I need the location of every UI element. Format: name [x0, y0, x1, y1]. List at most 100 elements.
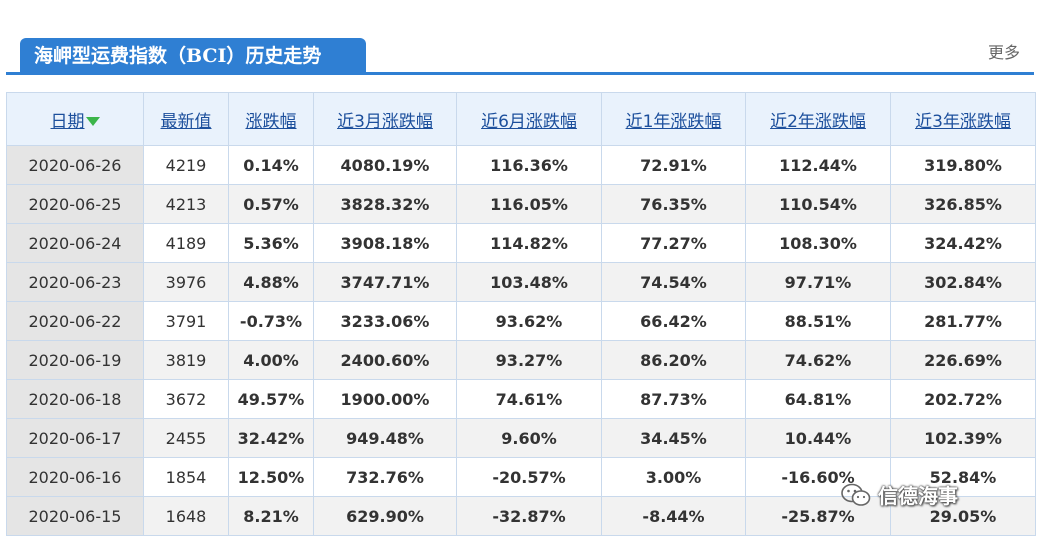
cell-latest: 3976 [143, 262, 229, 302]
cell-latest: 4213 [143, 184, 229, 224]
cell-2y: 112.44% [745, 145, 891, 185]
cell-date: 2020-06-24 [6, 223, 144, 263]
table-row: 2020-06-16 1854 12.50% 732.76% -20.57% 3… [6, 457, 1036, 497]
cell-2y: 88.51% [745, 301, 891, 341]
cell-change: 49.57% [228, 379, 314, 419]
cell-3y: 326.85% [890, 184, 1036, 224]
panel-header: 海岬型运费指数（BCI）历史走势 更多 [6, 38, 1034, 76]
cell-latest: 1854 [143, 457, 229, 497]
cell-latest: 2455 [143, 418, 229, 458]
table-row: 2020-06-19 3819 4.00% 2400.60% 93.27% 86… [6, 340, 1036, 380]
cell-1y: 34.45% [601, 418, 746, 458]
cell-6m: -20.57% [456, 457, 602, 497]
cell-3m: 3747.71% [313, 262, 457, 302]
cell-6m: 9.60% [456, 418, 602, 458]
cell-1y: 87.73% [601, 379, 746, 419]
header-change[interactable]: 涨跌幅 [228, 92, 314, 146]
cell-2y: -16.60% [745, 457, 891, 497]
sort-desc-arrow-icon[interactable] [85, 116, 100, 126]
cell-change: -0.73% [228, 301, 314, 341]
cell-change: 5.36% [228, 223, 314, 263]
table-row: 2020-06-17 2455 32.42% 949.48% 9.60% 34.… [6, 418, 1036, 458]
sort-3m-link[interactable]: 近3月涨跌幅 [337, 111, 433, 132]
header-3m[interactable]: 近3月涨跌幅 [313, 92, 457, 146]
table-header-row: 日期 最新值 涨跌幅 近3月涨跌幅 近6月涨跌幅 近1年涨跌幅 近2年涨跌幅 近… [6, 92, 1036, 146]
cell-2y: 10.44% [745, 418, 891, 458]
cell-3y: 29.05% [890, 496, 1036, 536]
cell-1y: 66.42% [601, 301, 746, 341]
cell-3m: 629.90% [313, 496, 457, 536]
cell-change: 4.88% [228, 262, 314, 302]
header-3y[interactable]: 近3年涨跌幅 [890, 92, 1036, 146]
cell-6m: 116.05% [456, 184, 602, 224]
cell-latest: 1648 [143, 496, 229, 536]
cell-3m: 4080.19% [313, 145, 457, 185]
cell-6m: 74.61% [456, 379, 602, 419]
sort-1y-link[interactable]: 近1年涨跌幅 [625, 111, 722, 132]
sort-latest-link[interactable]: 最新值 [160, 111, 212, 132]
cell-change: 0.57% [228, 184, 314, 224]
cell-6m: -32.87% [456, 496, 602, 536]
cell-6m: 93.62% [456, 301, 602, 341]
cell-date: 2020-06-17 [6, 418, 144, 458]
cell-date: 2020-06-22 [6, 301, 144, 341]
header-6m[interactable]: 近6月涨跌幅 [456, 92, 602, 146]
table-row: 2020-06-22 3791 -0.73% 3233.06% 93.62% 6… [6, 301, 1036, 341]
sort-2y-link[interactable]: 近2年涨跌幅 [770, 111, 866, 132]
table-row: 2020-06-24 4189 5.36% 3908.18% 114.82% 7… [6, 223, 1036, 263]
cell-2y: -25.87% [745, 496, 891, 536]
cell-3y: 52.84% [890, 457, 1036, 497]
cell-3y: 102.39% [890, 418, 1036, 458]
header-latest[interactable]: 最新值 [143, 92, 229, 146]
cell-3y: 202.72% [890, 379, 1036, 419]
table-row: 2020-06-23 3976 4.88% 3747.71% 103.48% 7… [6, 262, 1036, 302]
cell-change: 8.21% [228, 496, 314, 536]
cell-1y: 72.91% [601, 145, 746, 185]
cell-latest: 3672 [143, 379, 229, 419]
header-date[interactable]: 日期 [6, 92, 144, 146]
cell-1y: 77.27% [601, 223, 746, 263]
cell-3y: 226.69% [890, 340, 1036, 380]
sort-3y-link[interactable]: 近3年涨跌幅 [915, 111, 1011, 132]
cell-3y: 302.84% [890, 262, 1036, 302]
cell-6m: 116.36% [456, 145, 602, 185]
cell-change: 12.50% [228, 457, 314, 497]
cell-date: 2020-06-15 [6, 496, 144, 536]
panel-title: 海岬型运费指数（BCI）历史走势 [20, 38, 366, 74]
sort-6m-link[interactable]: 近6月涨跌幅 [481, 111, 577, 132]
bci-history-table: 日期 最新值 涨跌幅 近3月涨跌幅 近6月涨跌幅 近1年涨跌幅 近2年涨跌幅 近… [6, 92, 1036, 536]
cell-date: 2020-06-19 [6, 340, 144, 380]
cell-date: 2020-06-26 [6, 145, 144, 185]
cell-date: 2020-06-23 [6, 262, 144, 302]
cell-2y: 97.71% [745, 262, 891, 302]
cell-3m: 732.76% [313, 457, 457, 497]
cell-3m: 3828.32% [313, 184, 457, 224]
sort-change-link[interactable]: 涨跌幅 [245, 111, 297, 132]
cell-date: 2020-06-16 [6, 457, 144, 497]
header-2y[interactable]: 近2年涨跌幅 [745, 92, 891, 146]
cell-1y: 3.00% [601, 457, 746, 497]
cell-date: 2020-06-18 [6, 379, 144, 419]
cell-3m: 2400.60% [313, 340, 457, 380]
header-1y[interactable]: 近1年涨跌幅 [601, 92, 746, 146]
cell-2y: 74.62% [745, 340, 891, 380]
table-row: 2020-06-26 4219 0.14% 4080.19% 116.36% 7… [6, 145, 1036, 185]
cell-change: 4.00% [228, 340, 314, 380]
cell-3y: 319.80% [890, 145, 1036, 185]
cell-date: 2020-06-25 [6, 184, 144, 224]
cell-change: 0.14% [228, 145, 314, 185]
more-link[interactable]: 更多 [987, 43, 1020, 62]
cell-3y: 281.77% [890, 301, 1036, 341]
sort-date-link[interactable]: 日期 [50, 111, 85, 132]
cell-2y: 110.54% [745, 184, 891, 224]
cell-3m: 949.48% [313, 418, 457, 458]
cell-1y: 74.54% [601, 262, 746, 302]
cell-3m: 3908.18% [313, 223, 457, 263]
cell-3y: 324.42% [890, 223, 1036, 263]
cell-latest: 3819 [143, 340, 229, 380]
cell-latest: 3791 [143, 301, 229, 341]
cell-1y: -8.44% [601, 496, 746, 536]
cell-2y: 64.81% [745, 379, 891, 419]
cell-3m: 1900.00% [313, 379, 457, 419]
title-underline [6, 72, 1034, 75]
